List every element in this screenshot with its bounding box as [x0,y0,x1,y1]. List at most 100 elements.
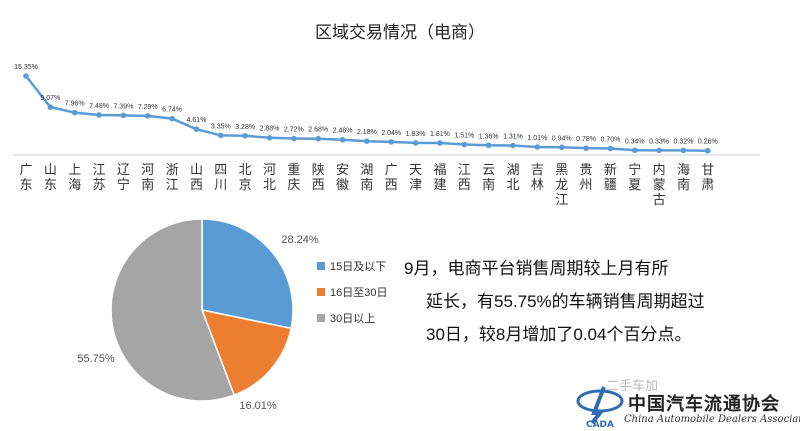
data-point [461,141,468,148]
category-label: 宁夏 [628,162,641,192]
data-label: 2.68% [308,127,328,134]
data-label: 2.72% [284,127,304,134]
data-label: 4.61% [187,117,207,124]
data-label: 7.29% [138,104,158,111]
category-label: 天津 [409,162,422,192]
pie-value-label: 55.75% [77,353,115,365]
data-label: 2.04% [381,130,401,137]
note-line-2: 延长，有55.75%的车辆销售周期超过 [426,292,705,311]
category-label: 湖南 [360,162,373,192]
data-point [144,113,151,119]
logo-abbr: CADA [586,420,614,429]
category-label: 河南 [141,162,154,192]
category-label: 海南 [677,162,690,192]
logo-english-name: China Automobile Dealers Association [624,414,800,425]
category-label: 福建 [433,162,446,192]
note-line-3: 30日，较8月增加了0.04个百分点。 [426,325,692,344]
data-point [96,112,102,118]
category-label: 江西 [458,162,471,192]
category-label: 吉林 [531,162,544,192]
data-point [169,115,175,122]
data-label: 1.51% [454,133,474,140]
data-label: 1.31% [503,134,523,141]
category-label: 辽宁 [117,162,130,192]
data-point [339,136,346,143]
data-point [607,145,614,152]
data-label: 3.35% [211,123,231,130]
data-point [631,147,638,154]
category-label: 陕西 [312,162,325,192]
legend-swatch [317,314,325,322]
data-label: 6.74% [162,107,182,114]
pie-chart: 28.24% 16.01% 55.75% [77,218,319,412]
legend-entry: 30日以上 [330,312,375,325]
data-label: 7.39% [113,103,133,110]
category-label: 安徽 [336,162,349,192]
data-label: 7.48% [89,103,109,110]
data-label: 1.81% [430,131,450,138]
category-label: 甘肃 [701,162,714,192]
data-point [120,112,127,119]
category-label: 山西 [190,162,203,192]
data-point [583,145,589,151]
category-label: 黑龙江 [555,162,568,207]
data-point [656,147,662,154]
data-point [47,104,54,110]
cada-logo-icon: CADA [576,386,624,429]
category-label: 山东 [44,162,57,192]
summary-note: 9月，电商平台销售周期较上月有所 延长，有55.75%的车辆销售周期超过 30日… [404,252,784,351]
data-label: 1.36% [479,133,499,140]
data-label: 0.78% [576,136,596,143]
category-label: 北京 [239,162,252,192]
data-label: 0.94% [552,135,572,142]
note-line-1: 9月，电商平台销售周期较上月有所 [404,259,669,278]
pie-legend: 15日及以下 16日至30日 30日以上 [317,261,387,325]
data-point [680,147,687,154]
category-label: 重庆 [287,162,300,192]
data-point [534,144,541,150]
data-point [705,147,711,154]
category-label: 上海 [68,162,81,192]
data-label: 2.88% [260,126,280,133]
data-point [364,138,370,145]
data-point [218,132,224,139]
data-label: 7.96% [65,101,85,108]
data-point [558,144,565,151]
pie-slice [201,218,294,330]
data-label: 0.26% [698,139,718,146]
data-label: 2.48% [333,128,353,135]
category-label: 湖北 [506,162,519,192]
data-label: 1.83% [406,131,426,138]
data-point [412,140,419,146]
data-point [23,73,29,79]
data-label: 15.35% [14,64,38,71]
data-point [315,135,322,142]
data-point [193,126,200,132]
logo-chinese-name: 中国汽车流通协会 [628,394,780,415]
legend-entry: 16日至30日 [330,287,387,299]
chart-title: 区域交易情况（电商） [315,23,485,42]
data-label: 3.28% [235,124,255,131]
data-label: 0.70% [600,137,620,144]
pie-value-label: 28.24% [281,234,319,246]
data-point [291,135,297,142]
category-label: 四川 [214,162,227,192]
category-label: 浙江 [166,162,179,192]
pie-slice [200,308,293,397]
data-point [266,134,273,141]
legend-entry: 15日及以下 [330,261,386,273]
data-point [510,142,516,149]
pie-slice [110,218,236,402]
data-label: 0.32% [674,138,694,145]
legend-swatch [317,262,325,270]
category-label: 贵州 [580,162,593,192]
category-label: 广东 [19,162,32,192]
data-point [388,139,395,145]
watermark-text: 二手车加 [606,378,659,393]
pie-value-label: 16.01% [239,400,277,412]
category-label: 河北 [263,162,276,192]
data-label: 9.07% [40,95,60,102]
data-point [437,140,443,146]
data-point [485,142,492,149]
